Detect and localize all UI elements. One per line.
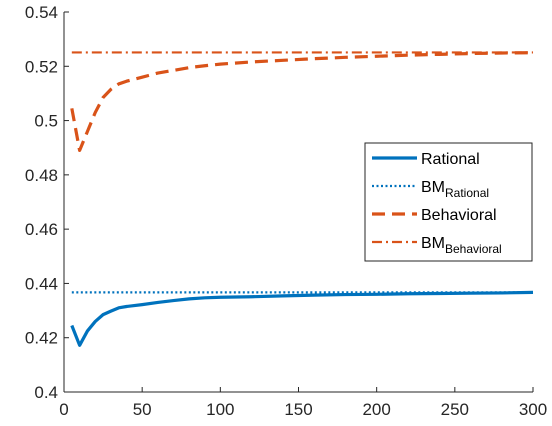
y-tick-label: 0.42 [25, 329, 58, 348]
y-tick-label: 0.54 [25, 3, 58, 22]
x-tick-label: 200 [362, 400, 390, 419]
y-tick-label: 0.52 [25, 57, 58, 76]
legend-entry-label: Rational [421, 151, 480, 168]
x-tick-label: 300 [519, 400, 547, 419]
x-tick-label: 150 [284, 400, 312, 419]
series-layer [70, 51, 534, 347]
y-tick-label: 0.46 [25, 220, 58, 239]
y-tick-label: 0.44 [25, 274, 58, 293]
x-tick-label: 100 [206, 400, 234, 419]
x-tick-label: 0 [59, 400, 68, 419]
y-tick-label: 0.48 [25, 166, 58, 185]
series-line-behavioral [70, 51, 534, 153]
x-tick-label: 50 [133, 400, 152, 419]
legend-entry-subscript: Rational [445, 186, 489, 200]
legend-entry-subscript: Behavioral [445, 242, 502, 256]
y-tick-label: 0.5 [34, 112, 58, 131]
x-tick-label: 250 [441, 400, 469, 419]
y-tick-label: 0.4 [34, 383, 58, 402]
legend-entry-label: Behavioral [421, 207, 497, 224]
series-line-rational [70, 290, 534, 347]
axes: 0 50 100 150 200 250 300 0.4 0.42 0.44 0.46 0.48 0.5… [25, 3, 547, 419]
